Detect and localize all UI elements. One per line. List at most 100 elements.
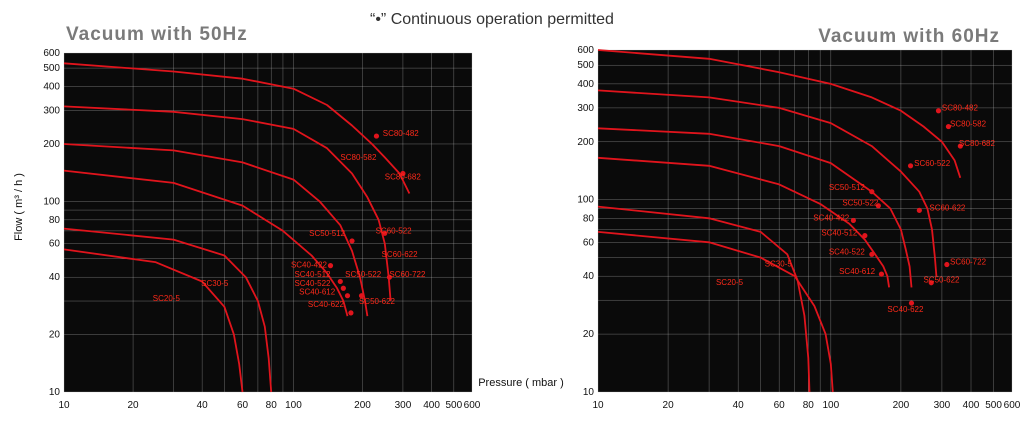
chart0-y-tick-label: 600 (43, 48, 60, 59)
chart1-y-tick-label: 10 (583, 387, 595, 398)
chart1-model-label: SC40-512 (821, 229, 858, 238)
chart1-y-tick-label: 500 (577, 60, 594, 71)
chart0-operation-point (337, 278, 343, 285)
chart1-model-label: SC50-512 (829, 183, 866, 192)
y-axis-label: Flow ( m³ / h ) (13, 173, 25, 241)
chart0-model-label: SC60-722 (389, 270, 426, 279)
chart1-operation-point (944, 261, 950, 268)
chart0-x-tick-label: 80 (266, 400, 278, 411)
chart1-model-label: SC40-422 (813, 213, 850, 222)
chart0-y-tick-label: 80 (49, 215, 61, 226)
chart1-x-tick-label: 200 (893, 400, 910, 411)
chart1-y-tick-label: 400 (577, 79, 594, 90)
chart0-x-tick-label: 20 (128, 400, 140, 411)
chart0-model-label: SC40-522 (294, 279, 331, 288)
chart0-x-tick-label: 10 (58, 400, 70, 411)
chart0-y-tick-label: 400 (43, 82, 60, 93)
chart1-series-line-0 (597, 49, 962, 179)
chart0-model-label: SC50-622 (359, 297, 396, 306)
chart0-x-tick-label: 600 (464, 400, 481, 411)
chart1-plot-area (598, 50, 1012, 392)
chart0-y-tick-label: 200 (43, 139, 60, 150)
chart1-operation-point (935, 108, 942, 114)
chart0-y-tick-label: 500 (43, 63, 60, 74)
chart0-model-label: SC40-612 (299, 287, 336, 296)
chart1-y-tick-label: 40 (583, 271, 595, 282)
chart1-operation-point (869, 251, 875, 257)
chart1-model-label: SC80-582 (950, 120, 987, 129)
chart1-operation-point (928, 280, 934, 286)
chart0-model-label: SC40-622 (308, 300, 345, 309)
chart0-y-tick-label: 20 (49, 330, 61, 341)
chart0-y-tick-label: 10 (49, 387, 61, 398)
chart1-series-line-3 (597, 156, 890, 288)
chart1-y-tick-label: 600 (577, 45, 594, 56)
chart1-y-tick-label: 200 (577, 137, 594, 148)
chart0-y-tick-label: 300 (43, 105, 60, 116)
chart0-model-label: SC60-622 (382, 250, 419, 259)
chart1-series-line-5 (597, 231, 834, 393)
chart1-model-label: SC60-522 (914, 159, 951, 168)
chart0-series-line-2 (63, 143, 369, 317)
chart1-operation-point (878, 271, 885, 277)
chart1-model-label: SC60-622 (929, 203, 966, 212)
chart1-x-tick-label: 500 (985, 400, 1002, 411)
chart0-series-line-3 (63, 169, 349, 317)
chart0-operation-point (327, 263, 334, 269)
chart0-model-label: SC50-522 (345, 270, 382, 279)
chart1-x-tick-label: 80 (803, 400, 815, 411)
chart1-model-label: SC30-5 (765, 259, 793, 268)
chart1-y-tick-label: 60 (583, 237, 595, 248)
chart1-operation-point (916, 207, 922, 213)
chart0-x-tick-label: 60 (237, 400, 249, 411)
chart1-x-tick-label: 400 (963, 400, 980, 411)
chart1-y-tick-label: 20 (583, 329, 595, 340)
chart0-model-label: SC40-422 (291, 260, 328, 269)
chart0-operation-point (400, 170, 406, 177)
chart-50hz-title: Vacuum with 50Hz (66, 24, 248, 45)
chart0-series-line-4 (63, 227, 273, 393)
chart1-x-tick-label: 40 (733, 400, 745, 411)
chart0-operation-point (358, 293, 365, 299)
chart1-model-label: SC50-522 (842, 199, 879, 208)
chart1-operation-point (908, 300, 915, 306)
plot-60hz: 10 20 40 60 80 100 200 300 400 500 600102040608010… (577, 45, 1020, 411)
chart1-operation-point (957, 143, 963, 149)
chart1-model-label: SC40-522 (829, 247, 866, 256)
chart0-x-tick-label: 500 (445, 400, 462, 411)
chart1-operation-point (850, 217, 856, 224)
chart0-model-label: SC30-5 (201, 279, 229, 288)
chart0-operation-point (386, 274, 393, 280)
chart0-y-tick-label: 100 (43, 196, 60, 207)
chart-60hz-title: Vacuum with 60Hz (818, 26, 1000, 47)
chart1-x-tick-label: 20 (663, 400, 675, 411)
chart0-model-label: SC50-512 (309, 229, 346, 238)
chart0-model-label: SC40-512 (294, 270, 331, 279)
chart1-y-tick-label: 300 (577, 103, 594, 114)
chart0-model-label: SC80-682 (385, 173, 422, 182)
chart0-x-tick-label: 40 (197, 400, 209, 411)
chart1-x-tick-label: 600 (1004, 400, 1021, 411)
chart1-model-label: SC80-482 (942, 104, 979, 113)
chart0-series-line-0 (63, 62, 411, 194)
chart1-x-tick-label: 10 (592, 400, 604, 411)
chart0-series-line-1 (63, 105, 392, 302)
chart1-x-tick-label: 60 (774, 400, 786, 411)
chart0-y-tick-label: 40 (49, 272, 61, 283)
chart1-series-line-1 (597, 89, 938, 277)
chart1-model-label: SC20-5 (716, 278, 744, 287)
chart1-y-tick-label: 100 (577, 195, 594, 206)
chart1-model-label: SC80-682 (959, 139, 996, 148)
chart1-x-tick-label: 300 (934, 400, 951, 411)
chart0-model-label: SC60-522 (376, 226, 413, 235)
chart0-operation-point (340, 285, 346, 291)
chart0-model-label: SC80-582 (340, 153, 377, 162)
chart1-model-label: SC60-722 (950, 258, 987, 267)
chart0-x-tick-label: 200 (354, 400, 371, 411)
chart0-operation-point (348, 310, 354, 316)
chart0-x-tick-label: 300 (395, 400, 412, 411)
chart0-model-label: SC80-482 (383, 129, 420, 138)
chart0-operation-point (349, 238, 355, 244)
chart1-x-tick-label: 100 (822, 400, 839, 411)
chart1-operation-point (862, 233, 868, 239)
